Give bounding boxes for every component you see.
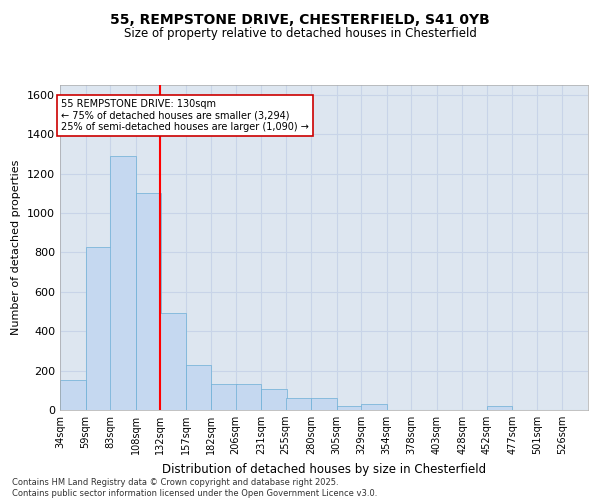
Bar xyxy=(60,380,86,410)
Text: Size of property relative to detached houses in Chesterfield: Size of property relative to detached ho… xyxy=(124,28,476,40)
Y-axis label: Number of detached properties: Number of detached properties xyxy=(11,160,22,335)
Bar xyxy=(311,398,337,410)
Bar xyxy=(110,156,136,410)
Bar xyxy=(185,364,211,410)
Bar xyxy=(487,406,512,410)
Text: 55 REMPSTONE DRIVE: 130sqm
← 75% of detached houses are smaller (3,294)
25% of s: 55 REMPSTONE DRIVE: 130sqm ← 75% of deta… xyxy=(61,99,309,132)
Bar xyxy=(160,314,185,410)
Bar xyxy=(211,384,236,410)
Bar xyxy=(236,384,261,410)
Bar xyxy=(86,246,111,410)
Bar xyxy=(136,194,161,410)
Text: 55, REMPSTONE DRIVE, CHESTERFIELD, S41 0YB: 55, REMPSTONE DRIVE, CHESTERFIELD, S41 0… xyxy=(110,12,490,26)
Text: Contains HM Land Registry data © Crown copyright and database right 2025.
Contai: Contains HM Land Registry data © Crown c… xyxy=(12,478,377,498)
Bar xyxy=(261,390,287,410)
Bar xyxy=(361,404,387,410)
X-axis label: Distribution of detached houses by size in Chesterfield: Distribution of detached houses by size … xyxy=(162,462,486,475)
Bar xyxy=(286,398,311,410)
Bar xyxy=(337,406,362,410)
